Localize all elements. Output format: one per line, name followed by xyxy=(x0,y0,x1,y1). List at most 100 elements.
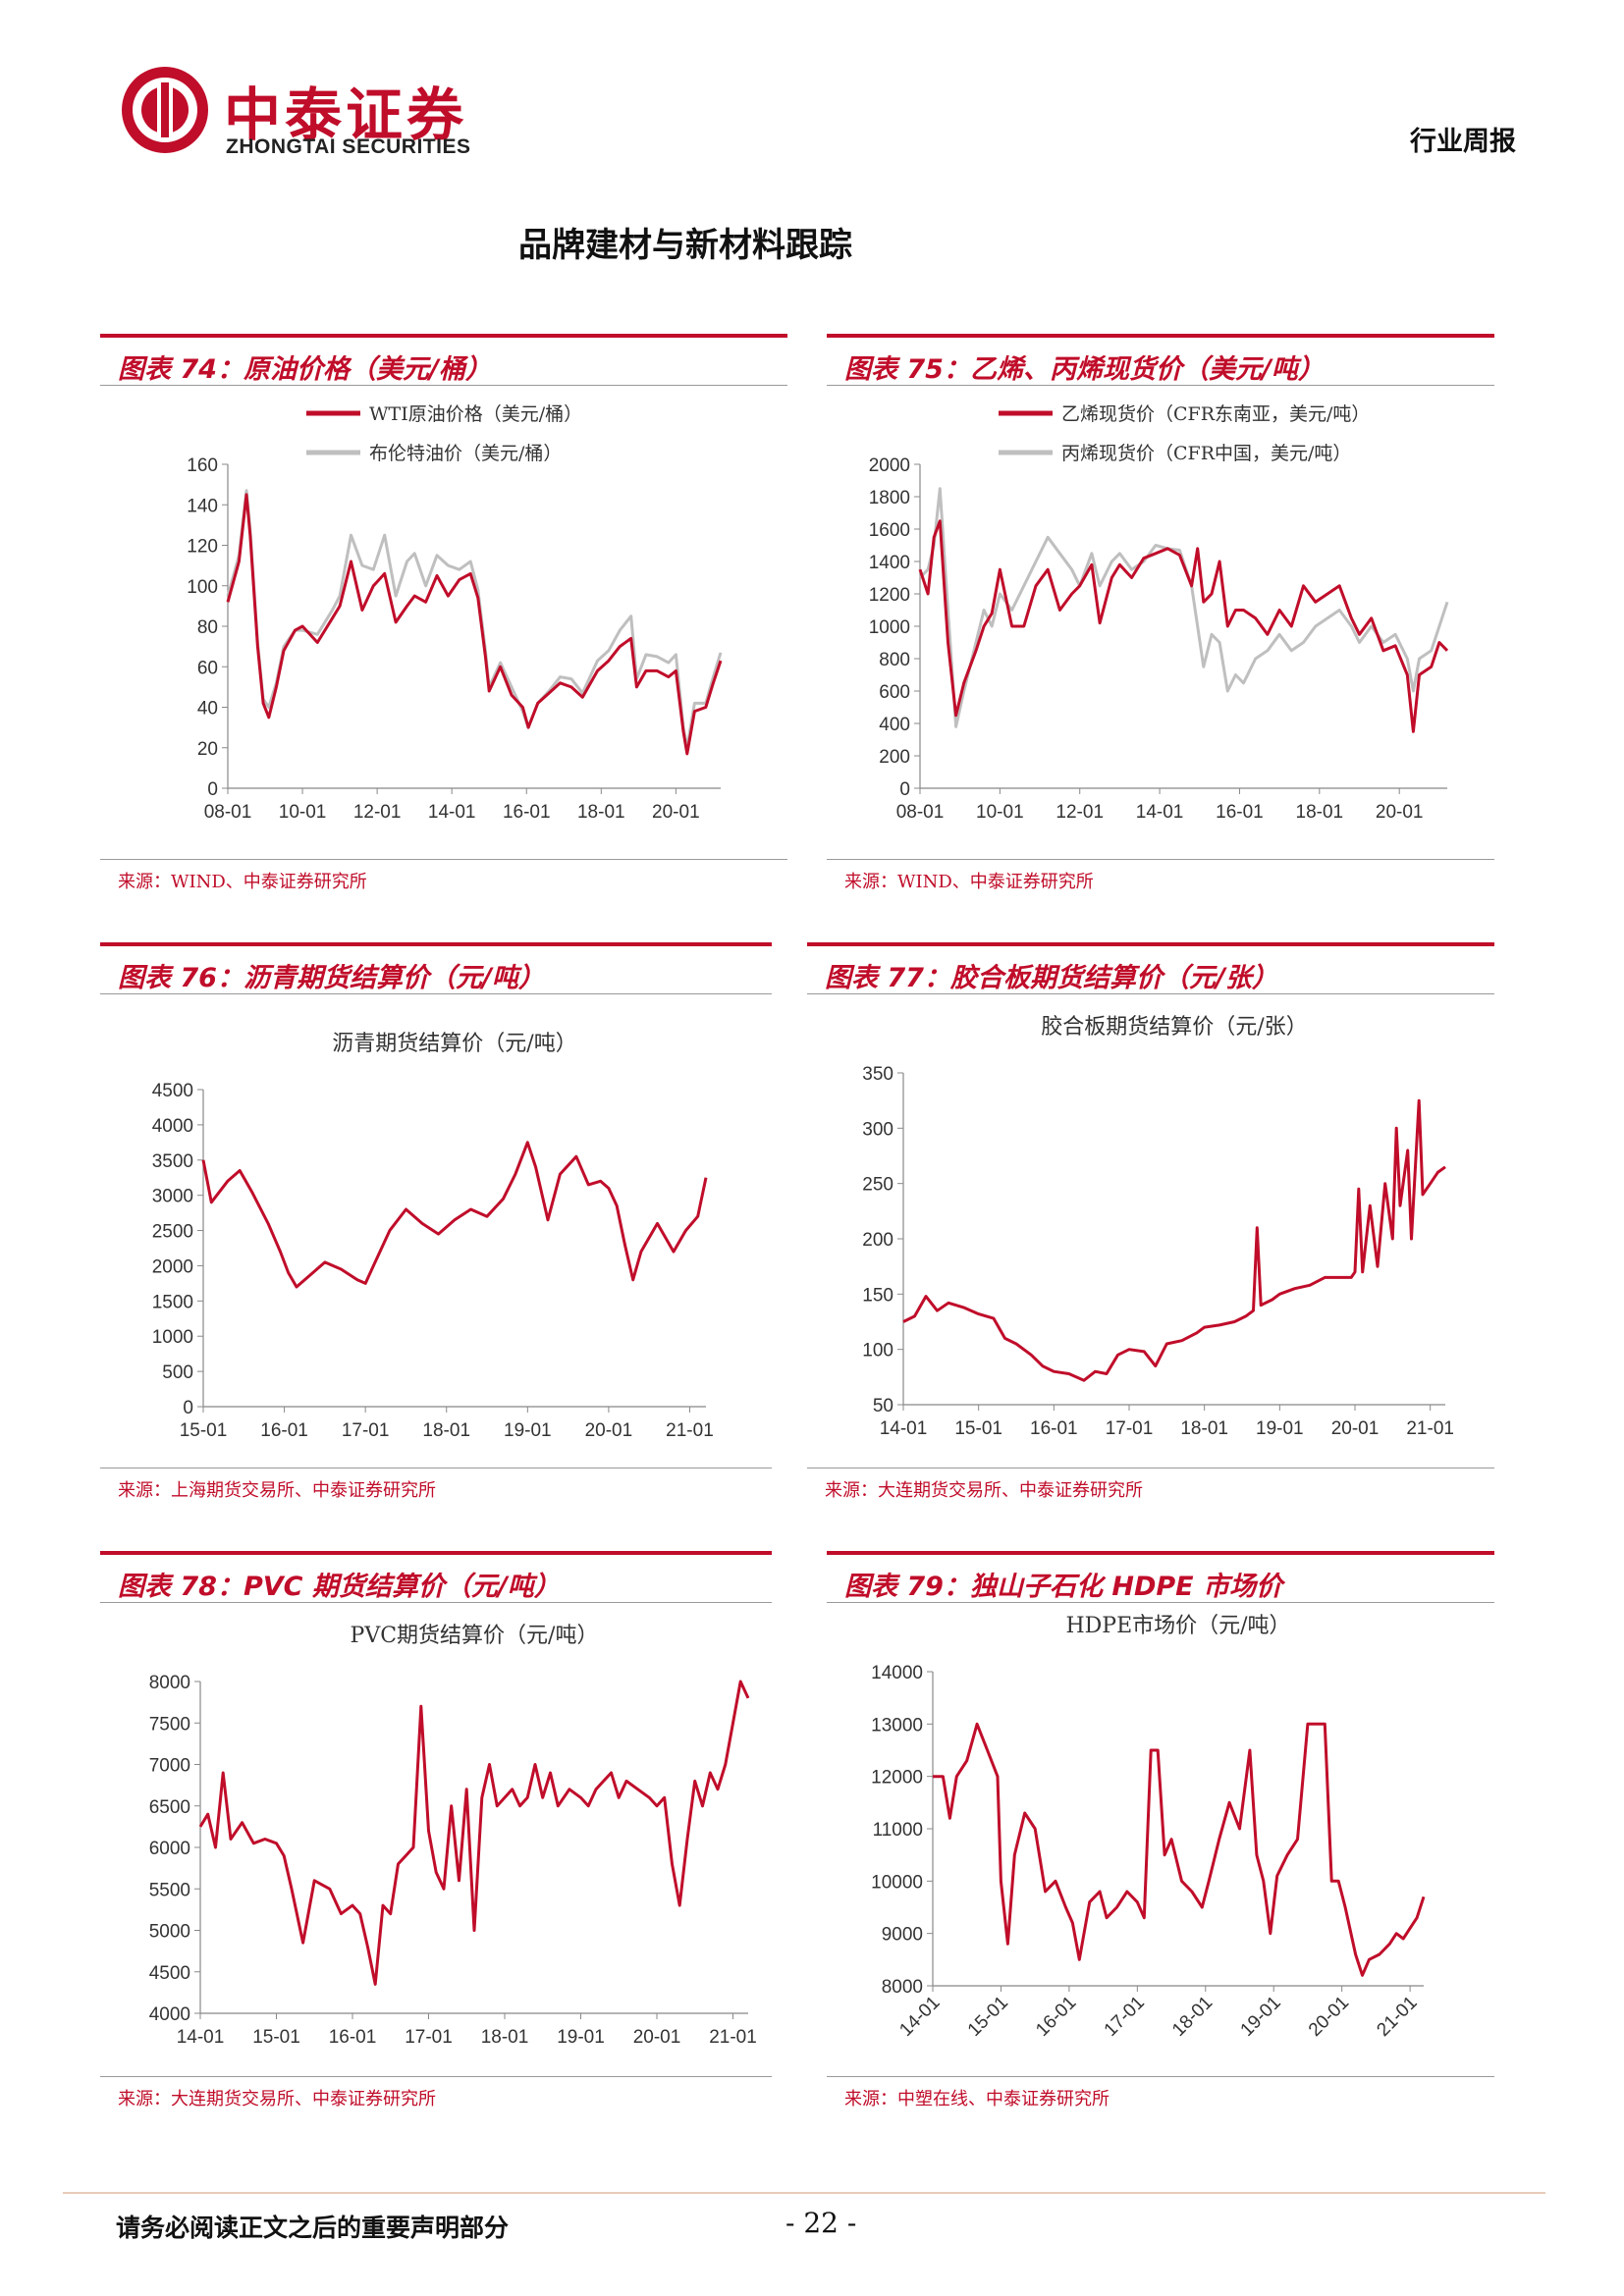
x-tick-label: 18-01 xyxy=(481,2027,529,2048)
x-tick-label: 12-01 xyxy=(353,802,402,823)
series-line xyxy=(933,1722,1426,1977)
y-tick-label: 5000 xyxy=(149,1922,190,1943)
x-tick-label: 20-01 xyxy=(1331,1418,1380,1439)
source-divider xyxy=(100,2076,772,2077)
chart-title: 沥青期货结算价（元/吨） xyxy=(332,1032,576,1056)
x-tick-label: 21-01 xyxy=(1373,1993,1421,2041)
x-tick-label: 17-01 xyxy=(1106,1418,1154,1439)
chart-title: PVC期货结算价（元/吨） xyxy=(351,1624,599,1648)
footer-disclaimer: 请务必阅读正文之后的重要声明部分 xyxy=(116,2214,510,2242)
x-tick-label: 19-01 xyxy=(504,1420,552,1441)
caption-bar xyxy=(827,1551,1494,1555)
x-tick-label: 16-01 xyxy=(1032,1993,1080,2041)
y-tick-label: 800 xyxy=(879,650,910,670)
caption-divider xyxy=(100,993,772,994)
y-tick-label: 150 xyxy=(862,1285,893,1306)
y-tick-label: 1200 xyxy=(869,585,910,606)
x-tick-label: 21-01 xyxy=(1406,1418,1454,1439)
company-logo: 中泰证券 ZHONGTAI SECURITIES xyxy=(116,61,499,169)
figure-caption: 图表 75：乙烯、丙烯现货价（美元/吨） xyxy=(844,354,1325,385)
x-tick-label: 10-01 xyxy=(976,802,1024,823)
figure-caption: 图表 79：独山子石化 HDPE 市场价 xyxy=(844,1572,1283,1602)
caption-bar xyxy=(807,942,1494,946)
y-tick-label: 4000 xyxy=(152,1116,193,1137)
x-tick-label: 18-01 xyxy=(577,802,625,823)
footer-divider xyxy=(63,2192,1545,2194)
y-tick-label: 5500 xyxy=(149,1880,190,1900)
caption-bar xyxy=(100,942,772,946)
y-tick-label: 50 xyxy=(873,1396,893,1416)
x-tick-label: 19-01 xyxy=(1237,1993,1285,2041)
caption-divider xyxy=(100,385,787,386)
x-tick-label: 14-01 xyxy=(428,802,476,823)
figure-source: 来源：WIND、中泰证券研究所 xyxy=(844,872,1094,892)
y-tick-label: 350 xyxy=(862,1064,893,1085)
series-line xyxy=(918,519,1449,733)
company-name-cn: 中泰证券 xyxy=(224,81,468,148)
figure-source: 来源：大连期货交易所、中泰证券研究所 xyxy=(825,1480,1143,1501)
y-tick-label: 400 xyxy=(879,715,910,735)
caption-bar xyxy=(100,1551,772,1555)
y-tick-label: 1000 xyxy=(152,1327,193,1348)
x-tick-label: 10-01 xyxy=(279,802,327,823)
legend-label: 布伦特油价（美元/桶） xyxy=(369,443,562,464)
figure-caption: 图表 77：胶合板期货结算价（元/张） xyxy=(825,963,1278,993)
series-line xyxy=(226,493,723,756)
y-tick-label: 11000 xyxy=(873,1820,923,1841)
y-tick-label: 20 xyxy=(197,739,218,760)
x-tick-label: 20-01 xyxy=(585,1420,633,1441)
y-tick-label: 8000 xyxy=(149,1673,190,1693)
y-tick-label: 200 xyxy=(879,747,910,768)
x-tick-label: 15-01 xyxy=(954,1418,1002,1439)
y-tick-label: 6000 xyxy=(149,1839,190,1859)
figure-source: 来源：上海期货交易所、中泰证券研究所 xyxy=(118,1480,436,1501)
x-tick-label: 08-01 xyxy=(204,802,252,823)
chart-panel-79: 图表 79：独山子石化 HDPE 市场价 HDPE市场价（元/吨） 8000 900… xyxy=(827,1551,1494,2110)
x-tick-label: 18-01 xyxy=(422,1420,470,1441)
y-tick-label: 600 xyxy=(879,682,910,703)
x-tick-label: 21-01 xyxy=(709,2027,757,2048)
chart-plywood-futures: 胶合板期货结算价（元/张） 50 100 150 200 250 300 350 14-01 15… xyxy=(862,1015,1454,1439)
chart-panel-77: 图表 77：胶合板期货结算价（元/张） 胶合板期货结算价（元/张） 50 100 15… xyxy=(807,942,1494,1502)
chart-title: HDPE市场价（元/吨） xyxy=(1065,1614,1290,1638)
chart-panel-74: 图表 74：原油价格（美元/桶） 0 20 40 60 80 100 120 140 160 08… xyxy=(100,334,787,893)
y-tick-label: 200 xyxy=(862,1230,893,1251)
series-line xyxy=(198,1680,750,1986)
x-tick-label: 14-01 xyxy=(880,1418,928,1439)
source-divider xyxy=(827,2076,1494,2077)
y-tick-label: 3500 xyxy=(152,1151,193,1172)
y-tick-label: 140 xyxy=(187,496,218,516)
figure-caption: 图表 76：沥青期货结算价（元/吨） xyxy=(118,963,545,993)
caption-divider xyxy=(807,993,1494,994)
x-tick-label: 15-01 xyxy=(180,1420,228,1441)
caption-divider xyxy=(100,1602,772,1603)
y-tick-label: 100 xyxy=(187,577,218,598)
y-tick-label: 80 xyxy=(197,617,218,638)
x-tick-label: 21-01 xyxy=(666,1420,714,1441)
y-tick-label: 9000 xyxy=(882,1925,923,1946)
chart-hdpe-price: HDPE市场价（元/吨） 8000 9000 10000 11000 12000 13000… xyxy=(871,1614,1426,2041)
caption-bar xyxy=(100,334,787,338)
y-tick-label: 2000 xyxy=(152,1256,193,1277)
x-tick-label: 16-01 xyxy=(260,1420,308,1441)
figure-caption: 图表 78：PVC 期货结算价（元/吨） xyxy=(118,1572,561,1602)
y-tick-label: 250 xyxy=(862,1175,893,1196)
y-tick-label: 160 xyxy=(187,455,218,476)
y-tick-label: 13000 xyxy=(871,1715,923,1735)
x-tick-label: 18-01 xyxy=(1168,1993,1217,2041)
x-tick-label: 20-01 xyxy=(633,2027,681,2048)
logo-emblem-icon xyxy=(122,67,208,153)
y-tick-label: 14000 xyxy=(871,1663,923,1683)
page-number: - 22 - xyxy=(785,2207,857,2239)
x-tick-label: 19-01 xyxy=(557,2027,605,2048)
figure-source: 来源：大连期货交易所、中泰证券研究所 xyxy=(118,2089,436,2109)
y-tick-label: 12000 xyxy=(871,1768,923,1789)
x-tick-label: 17-01 xyxy=(342,1420,390,1441)
y-tick-label: 1500 xyxy=(152,1292,193,1312)
y-tick-label: 1600 xyxy=(869,520,910,541)
x-tick-label: 14-01 xyxy=(177,2027,225,2048)
x-tick-label: 17-01 xyxy=(1101,1993,1149,2041)
chart-ethylene-propylene-price: 0 200 400 600 800 1000 1200 1400 1600 1800 2000 08-… xyxy=(869,403,1449,823)
caption-divider xyxy=(827,385,1494,386)
y-tick-label: 100 xyxy=(862,1341,893,1362)
